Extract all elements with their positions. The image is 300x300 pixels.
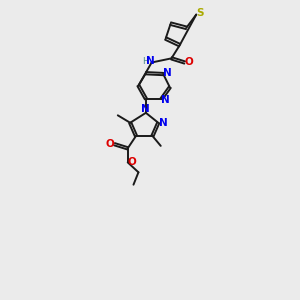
- Text: N: N: [142, 104, 150, 114]
- Text: H: H: [142, 57, 149, 66]
- Text: O: O: [106, 139, 114, 149]
- Text: O: O: [185, 58, 194, 68]
- Text: O: O: [128, 158, 137, 167]
- Text: N: N: [146, 56, 155, 66]
- Text: N: N: [161, 94, 170, 105]
- Text: N: N: [163, 68, 172, 78]
- Text: N: N: [158, 118, 167, 128]
- Text: S: S: [196, 8, 204, 18]
